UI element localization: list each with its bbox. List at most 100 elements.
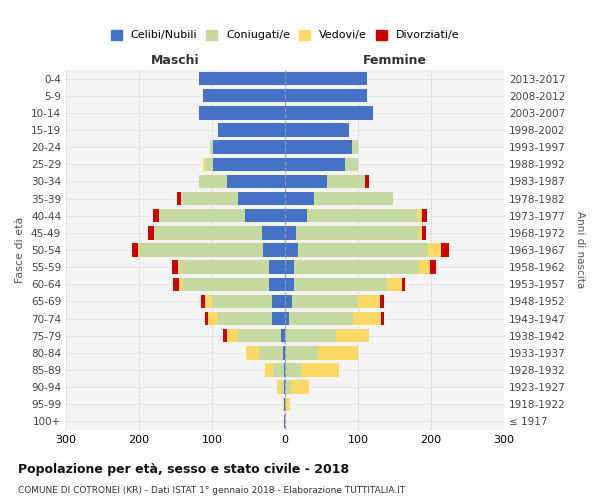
Bar bbox=[285, 329, 336, 342]
Bar bbox=[353, 312, 380, 326]
Bar bbox=[284, 414, 285, 428]
Bar bbox=[281, 380, 284, 394]
Bar bbox=[205, 312, 208, 326]
Y-axis label: Fasce di età: Fasce di età bbox=[16, 217, 25, 283]
Bar bbox=[217, 312, 272, 326]
Bar bbox=[238, 192, 285, 205]
Bar bbox=[214, 158, 285, 171]
Bar bbox=[205, 158, 214, 171]
Bar bbox=[223, 329, 227, 342]
Bar bbox=[285, 174, 328, 188]
Bar bbox=[208, 312, 217, 326]
Bar bbox=[199, 106, 285, 120]
Bar bbox=[138, 244, 140, 256]
Bar bbox=[318, 346, 358, 360]
Bar bbox=[285, 278, 294, 291]
Bar bbox=[380, 312, 384, 326]
Bar bbox=[283, 398, 284, 411]
Bar bbox=[263, 244, 285, 256]
Bar bbox=[277, 380, 281, 394]
Bar bbox=[380, 294, 383, 308]
Legend: Celibi/Nubili, Coniugati/e, Vedovi/e, Divorziati/e: Celibi/Nubili, Coniugati/e, Vedovi/e, Di… bbox=[106, 25, 464, 45]
Bar bbox=[201, 294, 205, 308]
Bar bbox=[285, 192, 314, 205]
Bar bbox=[272, 364, 284, 376]
Bar bbox=[203, 158, 205, 171]
Bar bbox=[285, 294, 292, 308]
Bar bbox=[352, 140, 358, 154]
Bar bbox=[441, 244, 449, 256]
Bar bbox=[272, 294, 285, 308]
Bar bbox=[177, 192, 181, 205]
Bar bbox=[286, 398, 290, 411]
Bar bbox=[284, 364, 285, 376]
Bar bbox=[365, 174, 369, 188]
Bar bbox=[285, 226, 296, 239]
Bar bbox=[148, 226, 154, 239]
Bar bbox=[285, 346, 318, 360]
Bar bbox=[179, 278, 183, 291]
Bar bbox=[180, 260, 269, 274]
Bar bbox=[272, 312, 285, 326]
Bar bbox=[285, 364, 301, 376]
Text: COMUNE DI COTRONEI (KR) - Dati ISTAT 1° gennaio 2018 - Elaborazione TUTTITALIA.I: COMUNE DI COTRONEI (KR) - Dati ISTAT 1° … bbox=[18, 486, 405, 495]
Bar bbox=[285, 244, 298, 256]
Bar bbox=[418, 209, 422, 222]
Bar bbox=[245, 209, 285, 222]
Bar bbox=[328, 174, 365, 188]
Text: Femmine: Femmine bbox=[362, 54, 427, 66]
Bar bbox=[173, 278, 179, 291]
Bar bbox=[294, 260, 419, 274]
Bar bbox=[307, 209, 418, 222]
Bar bbox=[284, 398, 285, 411]
Bar bbox=[199, 174, 227, 188]
Bar bbox=[269, 278, 285, 291]
Bar bbox=[285, 209, 307, 222]
Bar bbox=[210, 140, 214, 154]
Bar bbox=[133, 244, 138, 256]
Bar bbox=[285, 106, 373, 120]
Bar bbox=[285, 260, 294, 274]
Bar bbox=[154, 226, 262, 239]
Bar bbox=[259, 346, 283, 360]
Bar bbox=[285, 89, 367, 102]
Bar bbox=[227, 329, 238, 342]
Bar bbox=[419, 226, 422, 239]
Bar bbox=[172, 260, 178, 274]
Bar bbox=[159, 209, 245, 222]
Bar bbox=[283, 346, 285, 360]
Bar bbox=[238, 329, 281, 342]
Bar bbox=[227, 174, 285, 188]
Bar bbox=[285, 72, 367, 86]
Bar bbox=[428, 244, 441, 256]
Bar bbox=[214, 140, 285, 154]
Bar bbox=[140, 244, 263, 256]
Bar bbox=[269, 260, 285, 274]
Bar bbox=[285, 158, 345, 171]
Bar bbox=[153, 209, 159, 222]
Bar bbox=[336, 329, 369, 342]
Bar bbox=[402, 278, 406, 291]
Bar bbox=[285, 414, 286, 428]
Bar bbox=[285, 140, 352, 154]
Bar bbox=[199, 72, 285, 86]
Bar bbox=[291, 380, 309, 394]
Bar bbox=[314, 192, 393, 205]
Bar bbox=[262, 226, 285, 239]
Bar bbox=[289, 312, 353, 326]
Bar bbox=[422, 209, 427, 222]
Bar bbox=[298, 244, 428, 256]
Bar bbox=[358, 294, 380, 308]
Bar bbox=[296, 226, 419, 239]
Bar bbox=[183, 278, 269, 291]
Bar bbox=[285, 312, 289, 326]
Bar bbox=[203, 89, 285, 102]
Bar bbox=[247, 346, 259, 360]
Bar bbox=[345, 158, 358, 171]
Bar bbox=[430, 260, 436, 274]
Bar bbox=[212, 294, 272, 308]
Bar bbox=[285, 398, 286, 411]
Bar bbox=[284, 380, 285, 394]
Bar bbox=[387, 278, 402, 291]
Bar bbox=[301, 364, 339, 376]
